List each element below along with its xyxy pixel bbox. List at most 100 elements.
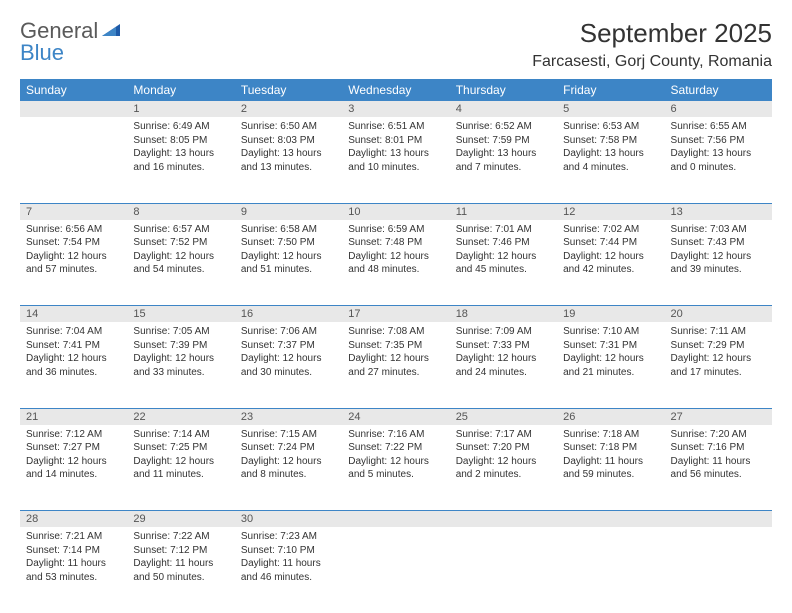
sunrise-text: Sunrise: 7:21 AM [26, 530, 121, 544]
day-content: Sunrise: 7:14 AMSunset: 7:25 PMDaylight:… [127, 425, 234, 488]
sunrise-text: Sunrise: 6:58 AM [241, 223, 336, 237]
sunrise-text: Sunrise: 7:16 AM [348, 428, 443, 442]
day-number: 26 [557, 408, 664, 425]
day-content: Sunrise: 7:16 AMSunset: 7:22 PMDaylight:… [342, 425, 449, 488]
day-number: 20 [665, 306, 772, 323]
day-number: 8 [127, 203, 234, 220]
day-number [665, 511, 772, 528]
sunrise-text: Sunrise: 7:03 AM [671, 223, 766, 237]
day-content: Sunrise: 7:11 AMSunset: 7:29 PMDaylight:… [665, 322, 772, 385]
daylight-text: Daylight: 12 hours and 5 minutes. [348, 455, 443, 482]
sunrise-text: Sunrise: 7:11 AM [671, 325, 766, 339]
day-content: Sunrise: 6:56 AMSunset: 7:54 PMDaylight:… [20, 220, 127, 283]
sunset-text: Sunset: 7:41 PM [26, 339, 121, 353]
day-content: Sunrise: 6:55 AMSunset: 7:56 PMDaylight:… [665, 117, 772, 180]
daylight-text: Daylight: 11 hours and 46 minutes. [241, 557, 336, 584]
day-number [342, 511, 449, 528]
daynum-row: 282930 [20, 511, 772, 528]
sunrise-text: Sunrise: 7:05 AM [133, 325, 228, 339]
sunrise-text: Sunrise: 7:09 AM [456, 325, 551, 339]
sunset-text: Sunset: 7:52 PM [133, 236, 228, 250]
weekday-header: Sunday [20, 79, 127, 101]
sunrise-text: Sunrise: 6:52 AM [456, 120, 551, 134]
weekday-header: Tuesday [235, 79, 342, 101]
day-cell: Sunrise: 7:12 AMSunset: 7:27 PMDaylight:… [20, 425, 127, 511]
sunrise-text: Sunrise: 7:12 AM [26, 428, 121, 442]
sunrise-text: Sunrise: 7:22 AM [133, 530, 228, 544]
sunset-text: Sunset: 7:43 PM [671, 236, 766, 250]
day-number: 15 [127, 306, 234, 323]
day-content: Sunrise: 7:20 AMSunset: 7:16 PMDaylight:… [665, 425, 772, 488]
sunrise-text: Sunrise: 6:53 AM [563, 120, 658, 134]
day-cell: Sunrise: 6:55 AMSunset: 7:56 PMDaylight:… [665, 117, 772, 203]
day-content: Sunrise: 7:05 AMSunset: 7:39 PMDaylight:… [127, 322, 234, 385]
day-cell: Sunrise: 7:02 AMSunset: 7:44 PMDaylight:… [557, 220, 664, 306]
day-cell: Sunrise: 7:01 AMSunset: 7:46 PMDaylight:… [450, 220, 557, 306]
day-content: Sunrise: 6:58 AMSunset: 7:50 PMDaylight:… [235, 220, 342, 283]
header: General September 2025 Farcasesti, Gorj … [20, 18, 772, 71]
day-content: Sunrise: 6:59 AMSunset: 7:48 PMDaylight:… [342, 220, 449, 283]
day-content: Sunrise: 7:02 AMSunset: 7:44 PMDaylight:… [557, 220, 664, 283]
day-cell: Sunrise: 7:21 AMSunset: 7:14 PMDaylight:… [20, 527, 127, 613]
sunset-text: Sunset: 7:18 PM [563, 441, 658, 455]
sunrise-text: Sunrise: 6:49 AM [133, 120, 228, 134]
day-cell [342, 527, 449, 613]
day-cell: Sunrise: 7:14 AMSunset: 7:25 PMDaylight:… [127, 425, 234, 511]
daylight-text: Daylight: 12 hours and 45 minutes. [456, 250, 551, 277]
week-row: Sunrise: 7:21 AMSunset: 7:14 PMDaylight:… [20, 527, 772, 613]
month-title: September 2025 [532, 18, 772, 49]
sunset-text: Sunset: 7:35 PM [348, 339, 443, 353]
sunrise-text: Sunrise: 6:51 AM [348, 120, 443, 134]
daylight-text: Daylight: 13 hours and 13 minutes. [241, 147, 336, 174]
day-content: Sunrise: 7:15 AMSunset: 7:24 PMDaylight:… [235, 425, 342, 488]
day-number: 13 [665, 203, 772, 220]
day-cell: Sunrise: 6:52 AMSunset: 7:59 PMDaylight:… [450, 117, 557, 203]
daylight-text: Daylight: 12 hours and 27 minutes. [348, 352, 443, 379]
day-cell [557, 527, 664, 613]
day-number: 3 [342, 101, 449, 117]
day-number: 11 [450, 203, 557, 220]
day-number [450, 511, 557, 528]
day-cell: Sunrise: 6:59 AMSunset: 7:48 PMDaylight:… [342, 220, 449, 306]
daynum-row: 123456 [20, 101, 772, 117]
week-row: Sunrise: 6:56 AMSunset: 7:54 PMDaylight:… [20, 220, 772, 306]
daynum-row: 14151617181920 [20, 306, 772, 323]
weekday-header-row: Sunday Monday Tuesday Wednesday Thursday… [20, 79, 772, 101]
day-number: 17 [342, 306, 449, 323]
day-cell: Sunrise: 7:10 AMSunset: 7:31 PMDaylight:… [557, 322, 664, 408]
sunset-text: Sunset: 7:25 PM [133, 441, 228, 455]
daylight-text: Daylight: 12 hours and 57 minutes. [26, 250, 121, 277]
day-content: Sunrise: 7:18 AMSunset: 7:18 PMDaylight:… [557, 425, 664, 488]
sunrise-text: Sunrise: 6:50 AM [241, 120, 336, 134]
day-content: Sunrise: 7:08 AMSunset: 7:35 PMDaylight:… [342, 322, 449, 385]
daylight-text: Daylight: 13 hours and 0 minutes. [671, 147, 766, 174]
day-number [20, 101, 127, 117]
day-content: Sunrise: 7:09 AMSunset: 7:33 PMDaylight:… [450, 322, 557, 385]
daylight-text: Daylight: 12 hours and 2 minutes. [456, 455, 551, 482]
weekday-header: Monday [127, 79, 234, 101]
sunrise-text: Sunrise: 6:57 AM [133, 223, 228, 237]
day-number [557, 511, 664, 528]
day-content: Sunrise: 7:10 AMSunset: 7:31 PMDaylight:… [557, 322, 664, 385]
day-number: 12 [557, 203, 664, 220]
day-cell: Sunrise: 7:11 AMSunset: 7:29 PMDaylight:… [665, 322, 772, 408]
location: Farcasesti, Gorj County, Romania [532, 53, 772, 71]
day-number: 25 [450, 408, 557, 425]
day-content: Sunrise: 7:06 AMSunset: 7:37 PMDaylight:… [235, 322, 342, 385]
week-row: Sunrise: 6:49 AMSunset: 8:05 PMDaylight:… [20, 117, 772, 203]
sunrise-text: Sunrise: 7:10 AM [563, 325, 658, 339]
day-number: 18 [450, 306, 557, 323]
day-cell: Sunrise: 7:22 AMSunset: 7:12 PMDaylight:… [127, 527, 234, 613]
daylight-text: Daylight: 12 hours and 39 minutes. [671, 250, 766, 277]
day-number: 27 [665, 408, 772, 425]
sunset-text: Sunset: 7:56 PM [671, 134, 766, 148]
day-number: 23 [235, 408, 342, 425]
sunrise-text: Sunrise: 6:55 AM [671, 120, 766, 134]
day-cell: Sunrise: 7:18 AMSunset: 7:18 PMDaylight:… [557, 425, 664, 511]
day-cell: Sunrise: 7:23 AMSunset: 7:10 PMDaylight:… [235, 527, 342, 613]
calendar-table: Sunday Monday Tuesday Wednesday Thursday… [20, 79, 772, 613]
sunset-text: Sunset: 7:31 PM [563, 339, 658, 353]
day-number: 10 [342, 203, 449, 220]
weekday-header: Saturday [665, 79, 772, 101]
week-row: Sunrise: 7:04 AMSunset: 7:41 PMDaylight:… [20, 322, 772, 408]
